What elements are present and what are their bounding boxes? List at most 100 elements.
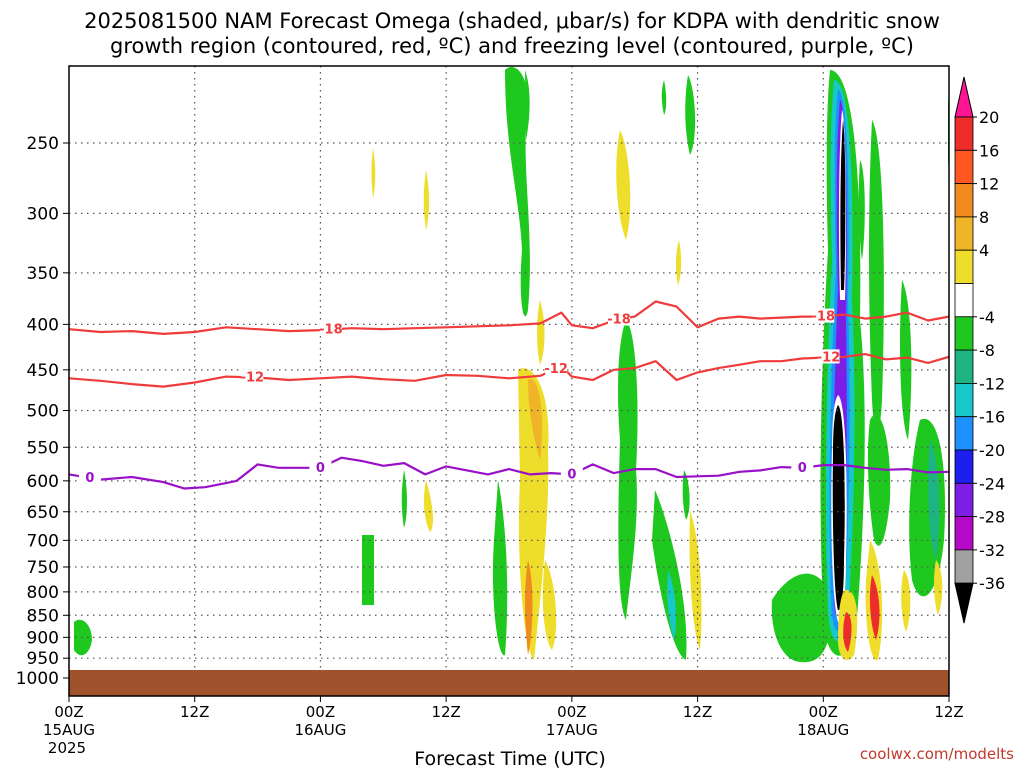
omega-region [900,280,912,440]
x-tick-label: 00Z [54,703,83,721]
y-axis-ticks: 2503003504004505005506006507007508008509… [16,134,69,689]
contour-label: 0 [316,461,325,476]
omega-region [525,560,533,655]
y-tick-label: 850 [27,606,59,626]
colorbar-label: -20 [979,441,1005,460]
x-tick-label: 12Z [180,703,209,721]
y-tick-label: 950 [27,649,59,669]
omega-region [528,378,543,460]
omega-region [933,560,943,615]
colorbar-swatch [954,416,974,451]
ground-terrain [69,670,949,696]
x-tick-label: 12Z [683,703,712,721]
colorbar-label: -28 [979,508,1005,527]
omega-region [869,575,880,640]
contour-label-bg [309,459,332,474]
colorbar-label: -24 [979,474,1005,493]
omega-region [858,160,865,260]
x-tick-label: 00Z [557,703,586,721]
contour-label-bg [241,369,264,384]
omega-region [682,470,690,520]
colorbar-label: -36 [979,574,1005,593]
omega-region [832,405,845,611]
y-tick-label: 300 [27,204,59,224]
y-tick-label: 1000 [16,669,59,689]
omega-region [901,570,911,632]
colorbar-swatch [954,349,974,384]
contour-label-bg [545,360,568,375]
contour-label: 0 [798,461,807,476]
colorbar-swatch [954,549,974,584]
contour-label-bg [319,321,342,336]
colorbar-label: 8 [979,208,989,227]
x-tick-year: 2025 [48,739,86,757]
omega-region [537,300,545,365]
omega-region [667,570,676,640]
x-tick-date: 16AUG [294,721,346,739]
contour-label: -18 [319,322,343,337]
colorbar-swatch [954,116,974,151]
contour-label: 0 [85,471,94,486]
colorbar-top-arrow [954,76,974,118]
x-tick-date: 17AUG [546,721,598,739]
contour-label: -18 [607,313,631,328]
x-tick-date: 18AUG [797,721,849,739]
omega-region [74,619,92,656]
omega-region [843,612,852,652]
colorbar-swatch [954,216,974,251]
colorbar-label: 12 [979,175,999,194]
omega-region [771,573,832,663]
grid-lines [69,66,949,696]
colorbar-label: 20 [979,108,999,127]
colorbar-label: -32 [979,541,1005,560]
omega-region [401,470,407,528]
omega-region [685,75,696,155]
y-tick-label: 350 [27,264,59,284]
contour-line-freezing_0 [69,456,949,490]
omega-region [867,414,891,546]
omega-region [525,70,530,140]
contour-label-bg [78,469,101,484]
x-tick-label: 00Z [809,703,838,721]
colorbar-label: -16 [979,408,1005,427]
colorbar-swatch [954,516,974,551]
colorbar: 20 16 12 8 4 -4 -8 -12 -16 -20 -24 -28 -32 -36 [954,76,1005,624]
colorbar-swatch [954,482,974,517]
contour-labels: -18 -18 -18 -12 -12 -12 0 0 0 0 [78,308,841,486]
colorbar-label: -8 [979,341,995,360]
contour-label-bg [560,466,583,481]
contour-label: -18 [812,310,836,325]
colorbar-label: 16 [979,141,999,160]
contour-label: -12 [241,370,265,385]
chart-title-line-2: growth region (contoured, red, ºC) and f… [110,34,914,58]
contour-label: 0 [567,467,576,482]
colorbar-swatch [954,149,974,185]
colorbar-label: 4 [979,241,989,260]
colorbar-swatch [954,449,974,484]
omega-region [840,120,846,290]
contour-label-bg [817,349,840,364]
colorbar-label: -12 [979,374,1005,393]
contour-label: -12 [544,362,568,377]
y-tick-label: 900 [27,628,59,648]
y-tick-label: 550 [27,438,59,458]
omega-region [542,560,557,650]
plot-frame [68,65,950,697]
omega-region [675,240,682,285]
contour-label: -12 [817,350,841,365]
y-tick-label: 400 [27,315,59,335]
y-tick-label: 250 [27,134,59,154]
x-tick-label: 12Z [431,703,460,721]
omega-region [423,170,429,230]
omega-region [371,148,376,198]
x-tick-label: 12Z [934,703,963,721]
omega-region [689,510,702,650]
y-tick-label: 600 [27,472,59,492]
credit-text: coolwx.com/modelts [860,745,1014,763]
y-tick-label: 700 [27,531,59,551]
colorbar-swatch [954,316,974,351]
y-tick-label: 450 [27,361,59,381]
omega-region [616,130,631,240]
